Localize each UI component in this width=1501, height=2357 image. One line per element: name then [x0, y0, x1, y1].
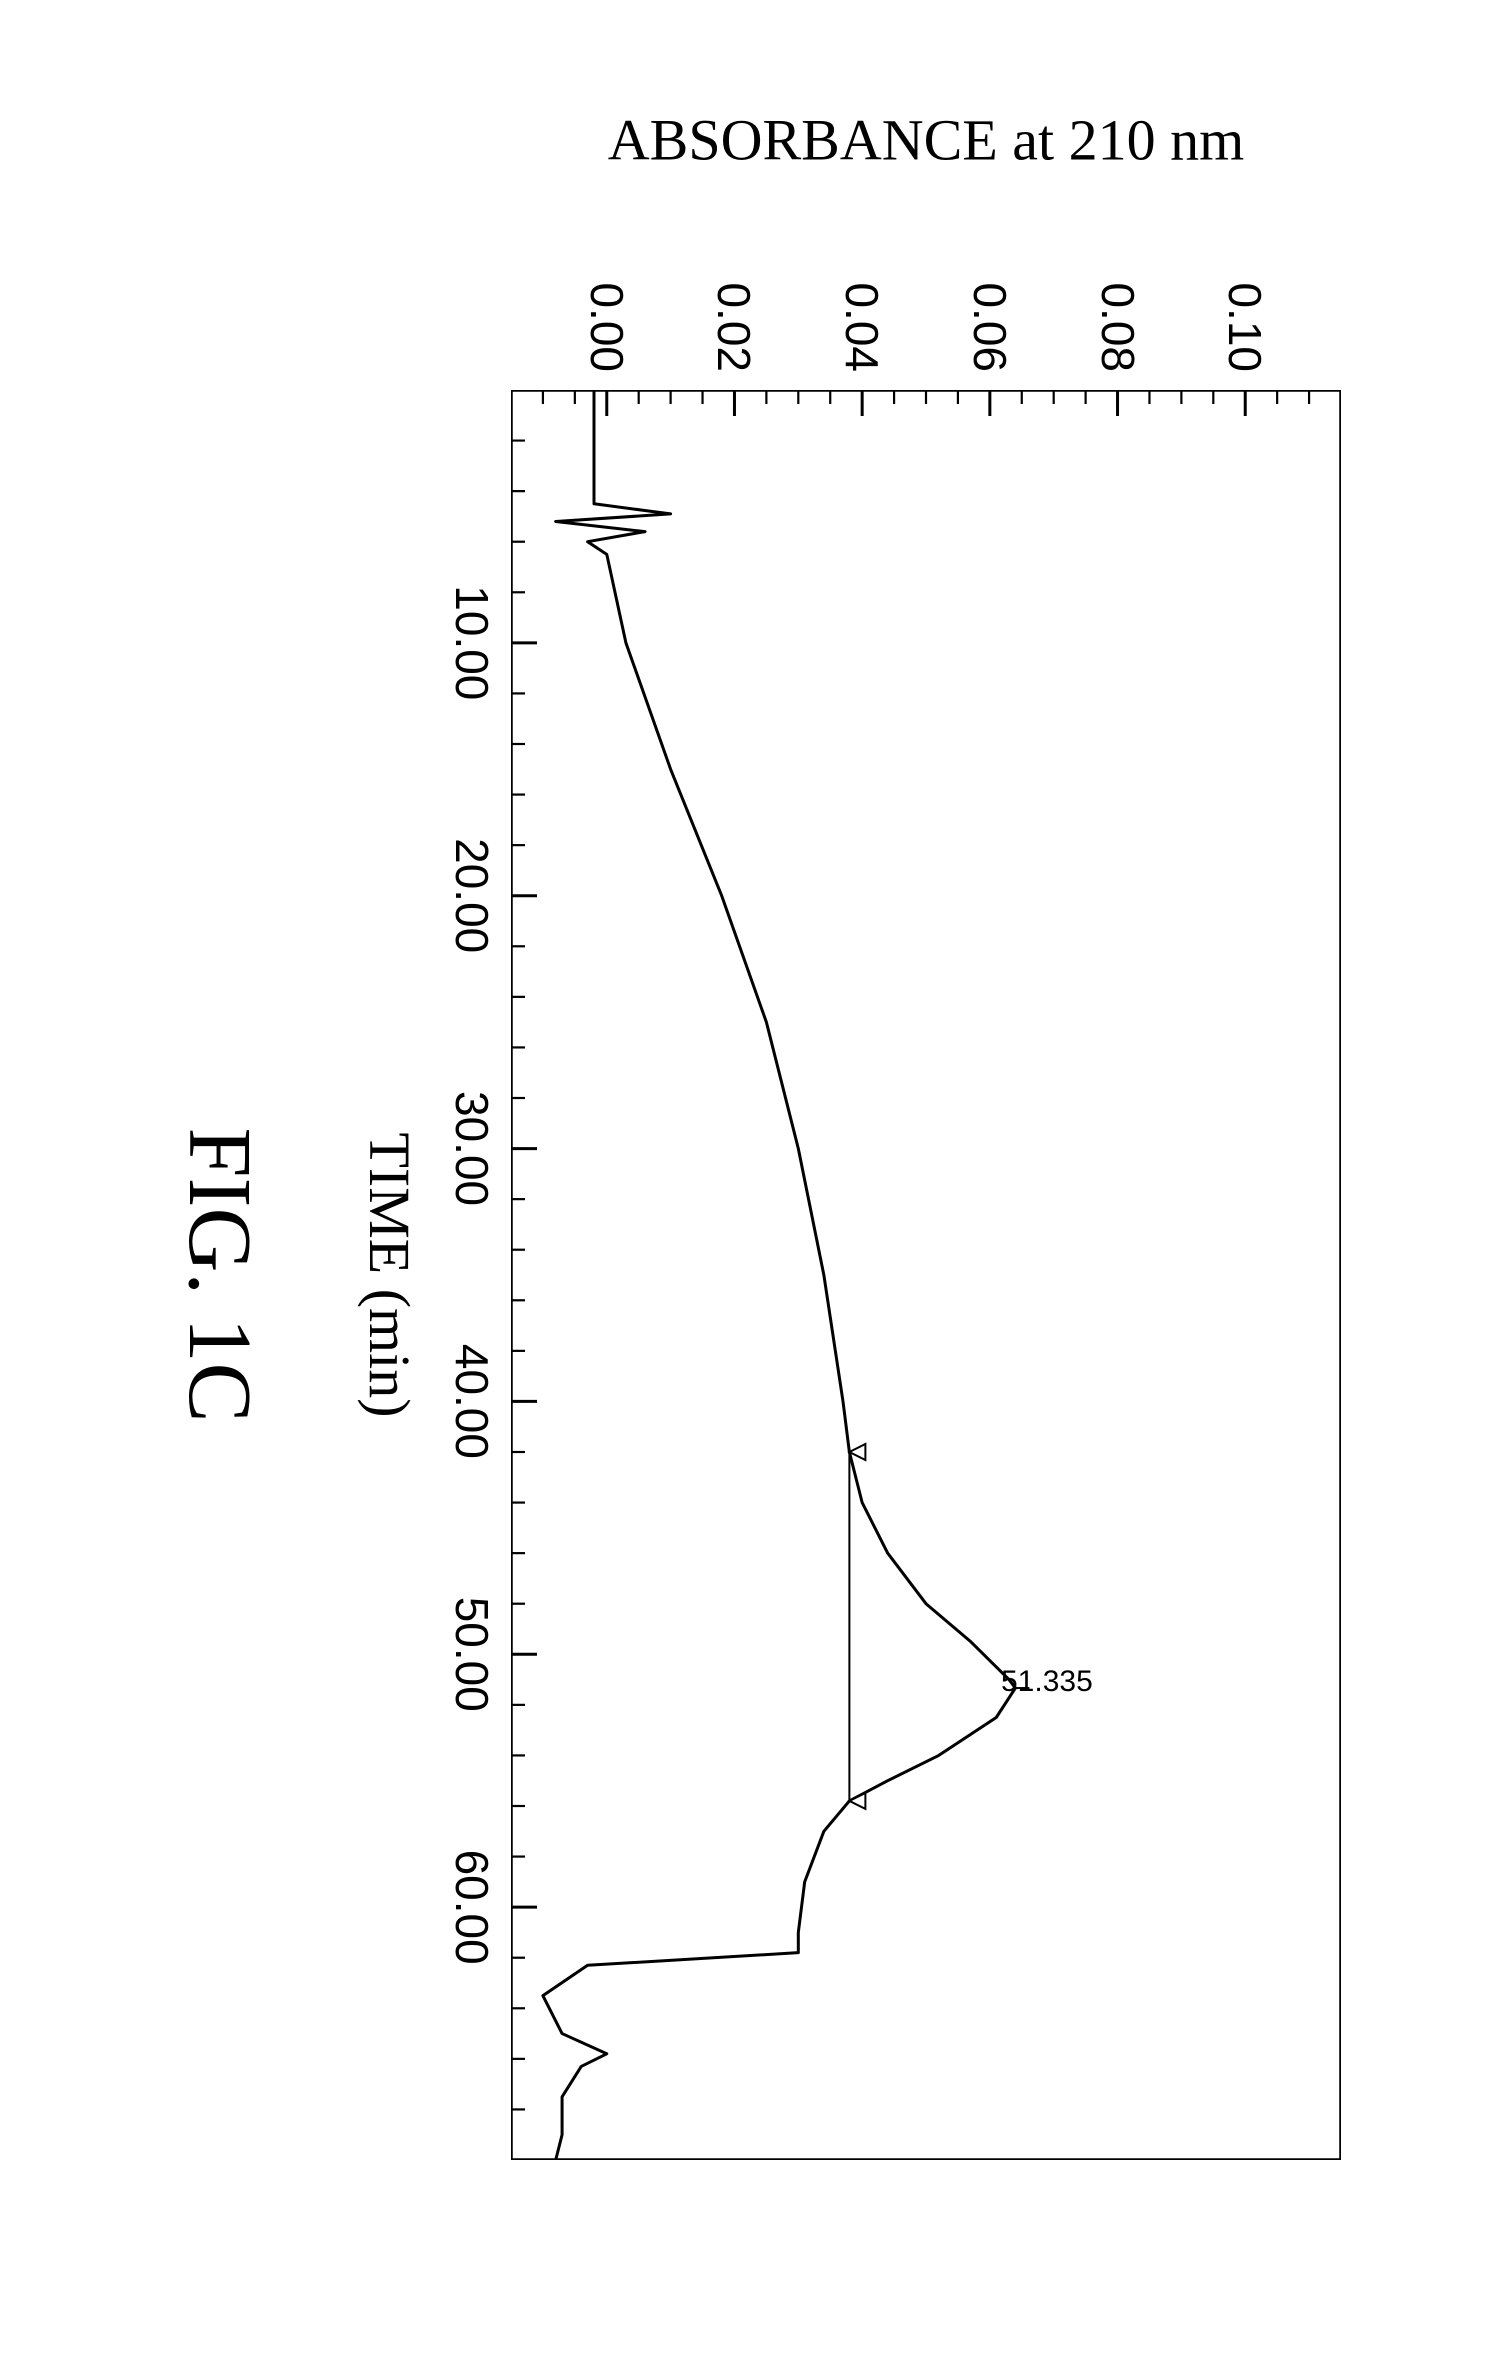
x-tick-label: 50.00 — [445, 1597, 499, 1712]
x-tick-label: 30.00 — [445, 1091, 499, 1206]
x-tick-label: 60.00 — [445, 1850, 499, 1965]
x-tick-label: 10.00 — [445, 585, 499, 700]
peak-label: 51.335 — [1001, 1665, 1093, 1699]
x-tick-label: 20.00 — [445, 838, 499, 953]
y-tick-label: 0.08 — [1091, 282, 1145, 372]
x-axis-title: TIME (min) — [356, 1132, 423, 1417]
x-tick-label: 40.00 — [445, 1344, 499, 1459]
y-tick-label: 0.00 — [580, 282, 634, 372]
y-axis-title: ABSORBANCE at 210 nm — [608, 107, 1244, 174]
y-tick-label: 0.06 — [963, 282, 1017, 372]
chromatogram-plot — [511, 390, 1341, 2160]
y-tick-label: 0.10 — [1218, 282, 1272, 372]
figure-label: FIG. 1C — [168, 1127, 271, 1422]
y-tick-label: 0.02 — [707, 282, 761, 372]
plot-svg — [511, 390, 1341, 2160]
y-tick-label: 0.04 — [835, 282, 889, 372]
